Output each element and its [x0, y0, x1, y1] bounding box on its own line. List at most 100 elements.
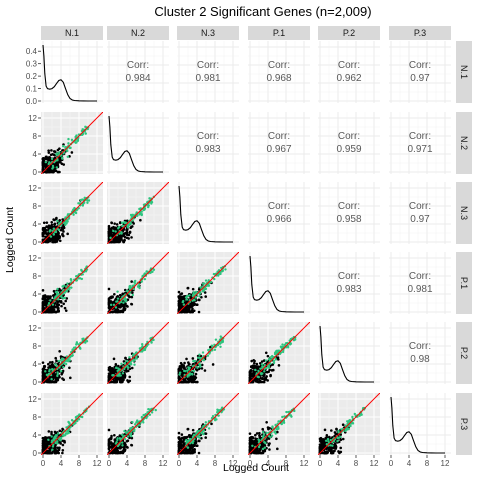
- data-point: [142, 348, 145, 351]
- data-point: [353, 412, 357, 416]
- data-point: [252, 361, 256, 365]
- data-point: [131, 291, 134, 295]
- data-point: [187, 308, 191, 312]
- data-point: [47, 310, 51, 314]
- data-point: [48, 237, 52, 242]
- data-point: [70, 138, 74, 142]
- data-point: [62, 378, 66, 381]
- data-point: [87, 199, 91, 202]
- data-point: [201, 351, 205, 354]
- data-point: [58, 218, 62, 222]
- data-point: [197, 439, 201, 443]
- data-point: [210, 422, 213, 426]
- data-point: [124, 357, 127, 360]
- data-point: [204, 421, 208, 424]
- data-point: [200, 367, 204, 370]
- data-point: [56, 440, 59, 443]
- panel-p2-n3: [177, 322, 239, 384]
- data-point: [51, 236, 55, 240]
- data-point: [58, 239, 62, 243]
- data-point: [79, 347, 82, 350]
- data-point: [114, 230, 117, 233]
- data-point: [202, 432, 205, 436]
- data-point: [318, 437, 322, 441]
- corr-label: Corr:: [197, 60, 219, 71]
- data-point: [130, 434, 133, 438]
- strip-row-p1: P.1: [456, 252, 472, 314]
- data-point: [204, 295, 208, 298]
- data-point: [43, 436, 48, 440]
- data-point: [51, 360, 54, 364]
- corr-label: Corr:: [268, 131, 290, 142]
- data-point: [186, 375, 189, 378]
- data-point: [328, 436, 331, 439]
- data-point: [253, 449, 257, 453]
- data-point: [261, 447, 265, 451]
- data-point: [107, 441, 112, 445]
- data-point: [50, 220, 54, 224]
- data-point: [152, 268, 156, 271]
- data-point: [269, 356, 272, 359]
- data-point: [249, 438, 253, 442]
- data-point: [183, 361, 186, 365]
- data-point: [325, 433, 329, 437]
- data-point: [41, 227, 46, 231]
- data-point: [276, 430, 279, 434]
- reference-line: [41, 182, 103, 244]
- strip-col-n1: N.1: [41, 26, 103, 40]
- data-point: [224, 268, 227, 271]
- strip-row-n2: N.2: [456, 112, 472, 174]
- data-point: [113, 292, 116, 296]
- strip-background: [389, 26, 451, 40]
- data-point: [45, 298, 49, 302]
- data-point: [268, 368, 271, 372]
- panel-p3-n3: [177, 393, 239, 455]
- data-point: [44, 370, 47, 373]
- data-point: [289, 414, 293, 417]
- data-point: [56, 158, 59, 161]
- panel-background: [318, 112, 380, 174]
- panel-n3-p3: Corr:0.97: [389, 182, 451, 244]
- data-point: [254, 433, 257, 437]
- strip-label: P.3: [414, 28, 426, 38]
- corr-label: Corr:: [127, 60, 149, 71]
- data-point: [61, 451, 64, 455]
- data-point: [339, 446, 343, 450]
- data-point: [116, 297, 120, 300]
- density-curve: [178, 185, 233, 243]
- data-point: [216, 408, 219, 411]
- data-point: [283, 343, 287, 347]
- data-point: [198, 295, 201, 298]
- corr-value: 0.958: [336, 214, 361, 225]
- data-point: [115, 441, 118, 444]
- data-point: [58, 349, 61, 353]
- strip-row-n1: N.1: [456, 41, 472, 103]
- data-point: [269, 362, 272, 365]
- panel-p1-n2: [107, 252, 169, 314]
- data-point: [193, 359, 197, 363]
- data-point: [110, 221, 113, 224]
- data-point: [195, 368, 199, 372]
- density-curve: [319, 325, 374, 383]
- data-point: [263, 446, 266, 449]
- reference-line: [107, 252, 169, 314]
- data-point: [50, 306, 54, 310]
- data-point: [125, 289, 129, 293]
- data-point: [86, 201, 89, 204]
- data-point: [274, 432, 277, 435]
- data-point: [261, 430, 265, 434]
- corr-value: 0.962: [336, 73, 361, 84]
- data-point: [255, 432, 259, 435]
- data-point: [192, 450, 196, 454]
- data-point: [57, 359, 60, 363]
- data-point: [44, 156, 48, 161]
- corr-label: Corr:: [409, 131, 431, 142]
- data-point: [41, 361, 45, 364]
- data-point: [293, 409, 296, 413]
- data-point: [189, 310, 193, 314]
- data-point: [178, 373, 181, 376]
- panel-p2-p3: Corr:0.98: [389, 322, 451, 384]
- data-point: [194, 372, 198, 376]
- reference-line: [107, 322, 169, 384]
- data-point: [254, 368, 257, 372]
